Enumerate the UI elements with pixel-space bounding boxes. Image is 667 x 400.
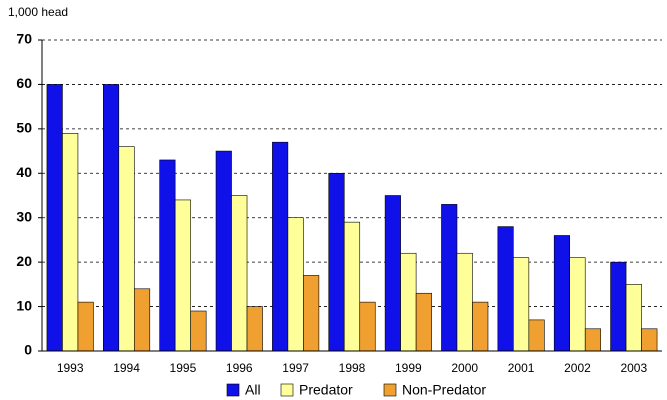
y-tick-label: 20 [16,253,32,269]
legend-label: Non-Predator [402,382,486,398]
bar [62,133,79,352]
y-tick-label: 60 [16,75,32,91]
bar [641,328,658,352]
bar [328,172,345,352]
bar [441,204,458,352]
bar [415,292,432,352]
y-tick-label: 10 [16,297,32,313]
legend-label: All [245,382,261,398]
bar [384,195,401,352]
bar [343,221,361,352]
x-tick-label: 1997 [282,361,309,375]
bar [133,288,151,352]
x-tick-label: 1999 [395,361,422,375]
x-tick-label: 2001 [508,361,535,375]
y-axis-label: 1,000 head [8,5,68,19]
bar [46,84,63,352]
y-tick-label: 70 [16,31,32,47]
bar [472,301,489,352]
y-tick-label: 50 [16,120,32,136]
x-tick-label: 2003 [620,361,647,375]
legend-swatch [280,383,294,397]
bar [610,261,627,352]
bar [287,217,304,352]
legend-swatch [226,383,240,397]
bar [625,284,642,352]
y-tick-label: 30 [16,208,32,224]
bar [513,257,530,352]
bar [77,301,94,352]
bar [215,150,232,352]
bar [456,252,473,352]
x-tick-label: 1996 [226,361,253,375]
bar [159,159,176,352]
bar [400,252,417,352]
bar [303,275,320,352]
legend-swatch [383,383,397,397]
bar [553,235,571,352]
x-tick-label: 1998 [339,361,366,375]
bar [190,310,207,352]
bar [569,257,586,352]
bar [102,84,120,352]
y-tick-label: 0 [24,342,32,358]
bar [359,301,376,352]
x-tick-label: 1995 [170,361,197,375]
bar [174,199,191,352]
bar [246,306,263,352]
bar [272,141,289,352]
bar [231,195,248,352]
bar [584,328,602,352]
bar [118,146,135,352]
x-tick-label: 1993 [57,361,84,375]
x-tick-label: 2000 [451,361,478,375]
legend-label: Predator [299,382,353,398]
y-tick-label: 40 [16,164,32,180]
bar [528,319,545,352]
bar [497,226,514,352]
x-tick-label: 2002 [564,361,591,375]
x-tick-label: 1994 [113,361,140,375]
